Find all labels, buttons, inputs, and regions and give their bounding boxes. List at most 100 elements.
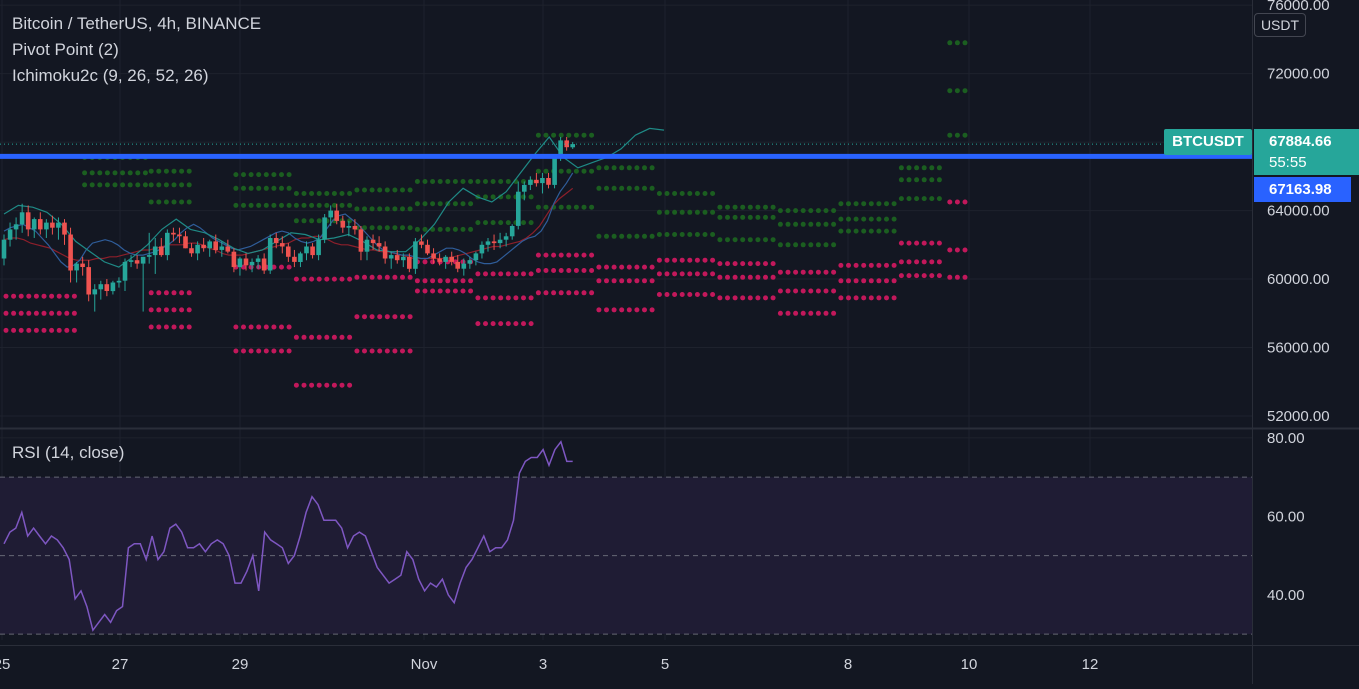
time-axis-label: 10 <box>961 656 978 673</box>
pivot-resistance-dot <box>316 218 322 224</box>
pivot-support-dot <box>148 324 154 330</box>
pivot-resistance-dot <box>543 204 549 210</box>
pivot-support-dot <box>649 307 655 313</box>
pivot-resistance-dot <box>846 201 851 207</box>
indicator-ichimoku-legend[interactable]: Ichimoku2c (9, 26, 52, 26) <box>12 66 209 85</box>
pivot-support-dot <box>528 321 534 327</box>
pivot-resistance-dot <box>921 177 927 183</box>
pivot-resistance-dot <box>293 202 299 208</box>
time-axis-label: 8 <box>844 656 852 673</box>
pivot-support-dot <box>18 293 24 299</box>
pivot-resistance-dot <box>914 196 920 202</box>
pivot-resistance-dot <box>377 225 383 231</box>
pivot-support-dot <box>279 264 284 270</box>
pivot-resistance-dot <box>521 194 526 200</box>
candle-body <box>140 256 146 264</box>
pivot-support-dot <box>301 382 307 388</box>
pivot-support-dot <box>33 327 39 333</box>
rsi-axis-label: 80.00 <box>1267 430 1305 447</box>
candle-body <box>334 210 339 221</box>
pivot-support-dot <box>664 257 670 263</box>
pivot-resistance-dot <box>702 209 708 215</box>
pivot-resistance-dot <box>460 179 466 184</box>
pivot-support-dot <box>793 310 799 316</box>
pivot-support-dot <box>763 261 768 267</box>
pivot-resistance-dot <box>339 202 345 208</box>
pivot-support-dot <box>868 262 874 268</box>
candle-body <box>219 246 225 250</box>
pivot-support-dot <box>596 264 602 270</box>
pivot-resistance-dot <box>558 132 564 138</box>
horizontal-line[interactable] <box>0 143 1252 159</box>
pivot-resistance-dot <box>770 237 776 243</box>
candle-body <box>25 212 31 230</box>
pivot-resistance-dot <box>127 182 133 188</box>
pivot-resistance-dot <box>611 233 617 239</box>
pivot-resistance-dot <box>823 242 829 248</box>
pivot-support-dot <box>316 382 322 388</box>
pivot-support-dot <box>362 314 367 320</box>
indicator-rsi-legend[interactable]: RSI (14, close) <box>12 443 125 462</box>
pivot-support-dot <box>808 288 814 294</box>
candle-body <box>461 263 467 269</box>
pivot-resistance-dot <box>815 242 821 248</box>
pivot-support-dot <box>331 334 337 340</box>
pivot-support-dot <box>384 314 390 320</box>
pivot-support-dot <box>906 240 912 246</box>
pivot-resistance-dot <box>148 182 154 188</box>
rsi-line <box>3 440 573 632</box>
pivot-resistance-dot <box>156 199 162 205</box>
pivot-support-dot <box>823 288 829 294</box>
pivot-support-dot <box>331 276 337 282</box>
pivot-support-dot <box>846 295 851 301</box>
candle-body <box>322 217 327 240</box>
currency-badge[interactable]: USDT <box>1254 13 1306 37</box>
pivot-support-dot <box>732 274 738 280</box>
time-axis-label: 25 <box>0 656 10 673</box>
candle-body <box>249 261 255 266</box>
pivot-resistance-dot <box>135 182 141 188</box>
pivot-resistance-dot <box>936 165 942 171</box>
indicator-pivot-legend[interactable]: Pivot Point (2) <box>12 40 119 59</box>
pivot-resistance-dot <box>430 201 436 207</box>
symbol-title[interactable]: Bitcoin / TetherUS, 4h, BINANCE <box>12 14 262 33</box>
pivot-resistance-dot <box>498 179 504 184</box>
candle-body <box>243 258 249 266</box>
pivot-resistance-dot <box>664 209 670 215</box>
pivot-support-dot <box>740 274 746 280</box>
pivot-resistance-dot <box>747 204 753 210</box>
pivot-support-dot <box>490 321 496 327</box>
pivot-support-dot <box>672 271 678 277</box>
pivot-support-dot <box>604 278 609 284</box>
pivot-support-dot <box>324 382 330 388</box>
pivot-resistance-dot <box>437 201 443 207</box>
pivot-resistance-dot <box>884 201 889 207</box>
pivot-support-dot <box>551 252 557 258</box>
pivot-support-dot <box>286 348 292 354</box>
pivot-support-dot <box>156 290 162 296</box>
pivot-resistance-dot <box>331 202 337 208</box>
pivot-support-dot <box>430 259 436 265</box>
pivot-support-dot <box>702 292 708 297</box>
pivot-resistance-dot <box>248 185 254 191</box>
pivot-resistance-dot <box>566 132 572 138</box>
pivot-support-dot <box>808 310 814 316</box>
pivot-resistance-dot <box>505 179 511 184</box>
candle-body <box>310 246 315 256</box>
pivot-resistance-dot <box>634 165 640 171</box>
pivot-resistance-dot <box>740 237 746 243</box>
pivot-resistance-dot <box>171 182 177 188</box>
pivot-resistance-dot <box>868 201 874 207</box>
candle-body <box>110 282 116 292</box>
pivot-support-dot <box>589 268 595 273</box>
pivot-resistance-dot <box>263 202 269 208</box>
pivot-resistance-dot <box>112 182 118 188</box>
candle-body <box>201 244 206 249</box>
candle-body <box>419 241 424 245</box>
pivot-support-dot <box>687 257 693 263</box>
candle-body <box>552 157 557 185</box>
pivot-resistance-dot <box>468 226 474 232</box>
